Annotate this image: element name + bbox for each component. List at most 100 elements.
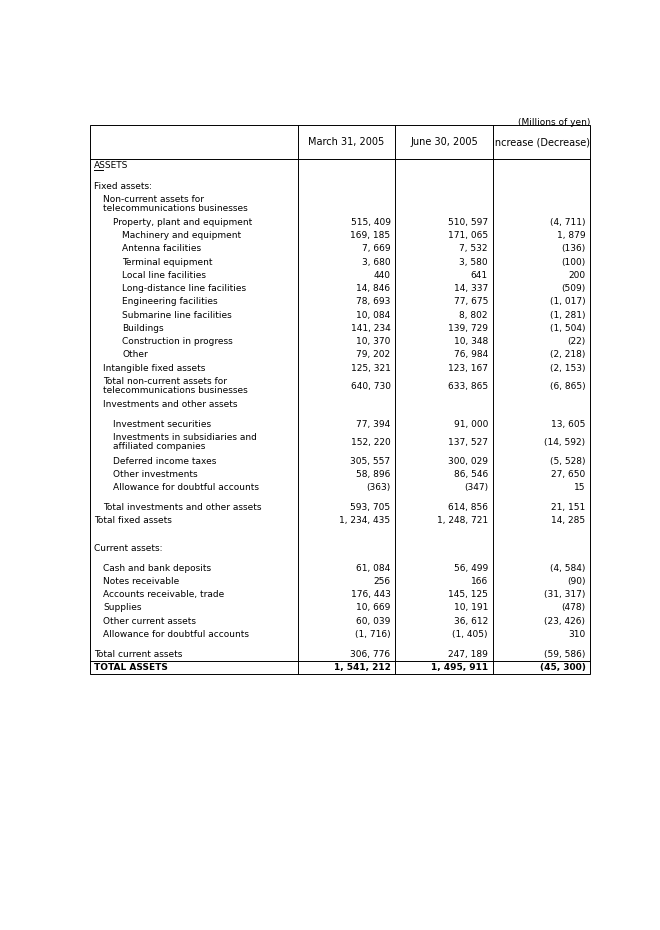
Text: 13, 605: 13, 605 xyxy=(551,420,585,429)
Text: (1, 281): (1, 281) xyxy=(550,311,585,320)
Text: Fixed assets:: Fixed assets: xyxy=(94,181,152,191)
Text: 614, 856: 614, 856 xyxy=(448,503,488,512)
Text: 305, 557: 305, 557 xyxy=(350,457,391,466)
Text: Supplies: Supplies xyxy=(104,604,142,613)
Text: 21, 151: 21, 151 xyxy=(551,503,585,512)
Text: (14, 592): (14, 592) xyxy=(544,438,585,447)
Text: Local line facilities: Local line facilities xyxy=(122,271,206,280)
Text: June 30, 2005: June 30, 2005 xyxy=(410,138,478,147)
Text: 176, 443: 176, 443 xyxy=(350,591,391,599)
Text: 169, 185: 169, 185 xyxy=(350,232,391,240)
Text: 641: 641 xyxy=(471,271,488,280)
Text: Total non-current assets for: Total non-current assets for xyxy=(104,377,228,386)
Text: Notes receivable: Notes receivable xyxy=(104,577,180,586)
Text: (100): (100) xyxy=(561,258,585,267)
Text: 141, 234: 141, 234 xyxy=(350,324,391,333)
Text: 10, 084: 10, 084 xyxy=(356,311,391,320)
Text: Construction in progress: Construction in progress xyxy=(122,338,233,346)
Text: (5, 528): (5, 528) xyxy=(550,457,585,466)
Text: 7, 532: 7, 532 xyxy=(459,245,488,254)
Text: 14, 285: 14, 285 xyxy=(551,516,585,525)
Text: 247, 189: 247, 189 xyxy=(448,650,488,659)
Text: Accounts receivable, trade: Accounts receivable, trade xyxy=(104,591,224,599)
Text: 58, 896: 58, 896 xyxy=(356,470,391,479)
Text: 510, 597: 510, 597 xyxy=(448,218,488,227)
Text: (363): (363) xyxy=(366,483,391,492)
Text: (4, 584): (4, 584) xyxy=(550,564,585,573)
Text: TOTAL ASSETS: TOTAL ASSETS xyxy=(94,663,168,672)
Text: 300, 029: 300, 029 xyxy=(448,457,488,466)
Text: Machinery and equipment: Machinery and equipment xyxy=(122,232,241,240)
Text: 139, 729: 139, 729 xyxy=(448,324,488,333)
Text: 1, 248, 721: 1, 248, 721 xyxy=(437,516,488,525)
Text: 8, 802: 8, 802 xyxy=(459,311,488,320)
Text: (509): (509) xyxy=(561,285,585,293)
Text: Current assets:: Current assets: xyxy=(94,543,162,552)
Text: (1, 405): (1, 405) xyxy=(453,630,488,639)
Text: Total investments and other assets: Total investments and other assets xyxy=(104,503,262,512)
Text: 86, 546: 86, 546 xyxy=(453,470,488,479)
Text: (1, 017): (1, 017) xyxy=(550,298,585,307)
Text: 123, 167: 123, 167 xyxy=(448,364,488,373)
Text: 145, 125: 145, 125 xyxy=(448,591,488,599)
Text: 1, 879: 1, 879 xyxy=(557,232,585,240)
Text: (90): (90) xyxy=(567,577,585,586)
Text: Deferred income taxes: Deferred income taxes xyxy=(113,457,216,466)
Text: 56, 499: 56, 499 xyxy=(453,564,488,573)
Text: Antenna facilities: Antenna facilities xyxy=(122,245,201,254)
Bar xyxy=(90,126,590,674)
Text: 7, 669: 7, 669 xyxy=(362,245,391,254)
Text: 77, 675: 77, 675 xyxy=(453,298,488,307)
Text: 3, 680: 3, 680 xyxy=(362,258,391,267)
Text: 61, 084: 61, 084 xyxy=(356,564,391,573)
Text: (136): (136) xyxy=(561,245,585,254)
Text: Increase (Decrease): Increase (Decrease) xyxy=(492,138,591,147)
Text: (31, 317): (31, 317) xyxy=(544,591,585,599)
Text: 640, 730: 640, 730 xyxy=(350,382,391,391)
Text: 36, 612: 36, 612 xyxy=(453,617,488,626)
Text: 593, 705: 593, 705 xyxy=(350,503,391,512)
Text: 515, 409: 515, 409 xyxy=(350,218,391,227)
Text: Terminal equipment: Terminal equipment xyxy=(122,258,213,267)
Text: Long-distance line facilities: Long-distance line facilities xyxy=(122,285,246,293)
Text: March 31, 2005: March 31, 2005 xyxy=(308,138,385,147)
Text: (2, 153): (2, 153) xyxy=(550,364,585,373)
Text: 3, 580: 3, 580 xyxy=(459,258,488,267)
Text: Buildings: Buildings xyxy=(122,324,164,333)
Text: 10, 191: 10, 191 xyxy=(453,604,488,613)
Text: Other investments: Other investments xyxy=(113,470,197,479)
Text: 91, 000: 91, 000 xyxy=(453,420,488,429)
Text: 137, 527: 137, 527 xyxy=(448,438,488,447)
Text: Allowance for doubtful accounts: Allowance for doubtful accounts xyxy=(104,630,249,639)
Text: Investments in subsidiaries and: Investments in subsidiaries and xyxy=(113,433,257,443)
Text: (45, 300): (45, 300) xyxy=(540,663,585,672)
Text: 79, 202: 79, 202 xyxy=(356,351,391,359)
Text: (Millions of yen): (Millions of yen) xyxy=(517,118,590,126)
Text: Total current assets: Total current assets xyxy=(94,650,183,659)
Text: 10, 348: 10, 348 xyxy=(453,338,488,346)
Text: 15: 15 xyxy=(574,483,585,492)
Text: (1, 504): (1, 504) xyxy=(550,324,585,333)
Text: 76, 984: 76, 984 xyxy=(453,351,488,359)
Text: 10, 370: 10, 370 xyxy=(356,338,391,346)
Text: 166: 166 xyxy=(471,577,488,586)
Text: (59, 586): (59, 586) xyxy=(544,650,585,659)
Text: Allowance for doubtful accounts: Allowance for doubtful accounts xyxy=(113,483,259,492)
Text: (6, 865): (6, 865) xyxy=(550,382,585,391)
Text: Property, plant and equipment: Property, plant and equipment xyxy=(113,218,252,227)
Text: Submarine line facilities: Submarine line facilities xyxy=(122,311,232,320)
Text: 77, 394: 77, 394 xyxy=(356,420,391,429)
Text: Other current assets: Other current assets xyxy=(104,617,197,626)
Text: 633, 865: 633, 865 xyxy=(448,382,488,391)
Text: telecommunications businesses: telecommunications businesses xyxy=(104,204,248,213)
Text: 78, 693: 78, 693 xyxy=(356,298,391,307)
Text: 171, 065: 171, 065 xyxy=(448,232,488,240)
Text: 14, 846: 14, 846 xyxy=(356,285,391,293)
Text: Intangible fixed assets: Intangible fixed assets xyxy=(104,364,206,373)
Text: 1, 234, 435: 1, 234, 435 xyxy=(339,516,391,525)
Text: 1, 495, 911: 1, 495, 911 xyxy=(431,663,488,672)
Text: 306, 776: 306, 776 xyxy=(350,650,391,659)
Text: 310: 310 xyxy=(568,630,585,639)
Text: (478): (478) xyxy=(562,604,585,613)
Text: Cash and bank deposits: Cash and bank deposits xyxy=(104,564,212,573)
